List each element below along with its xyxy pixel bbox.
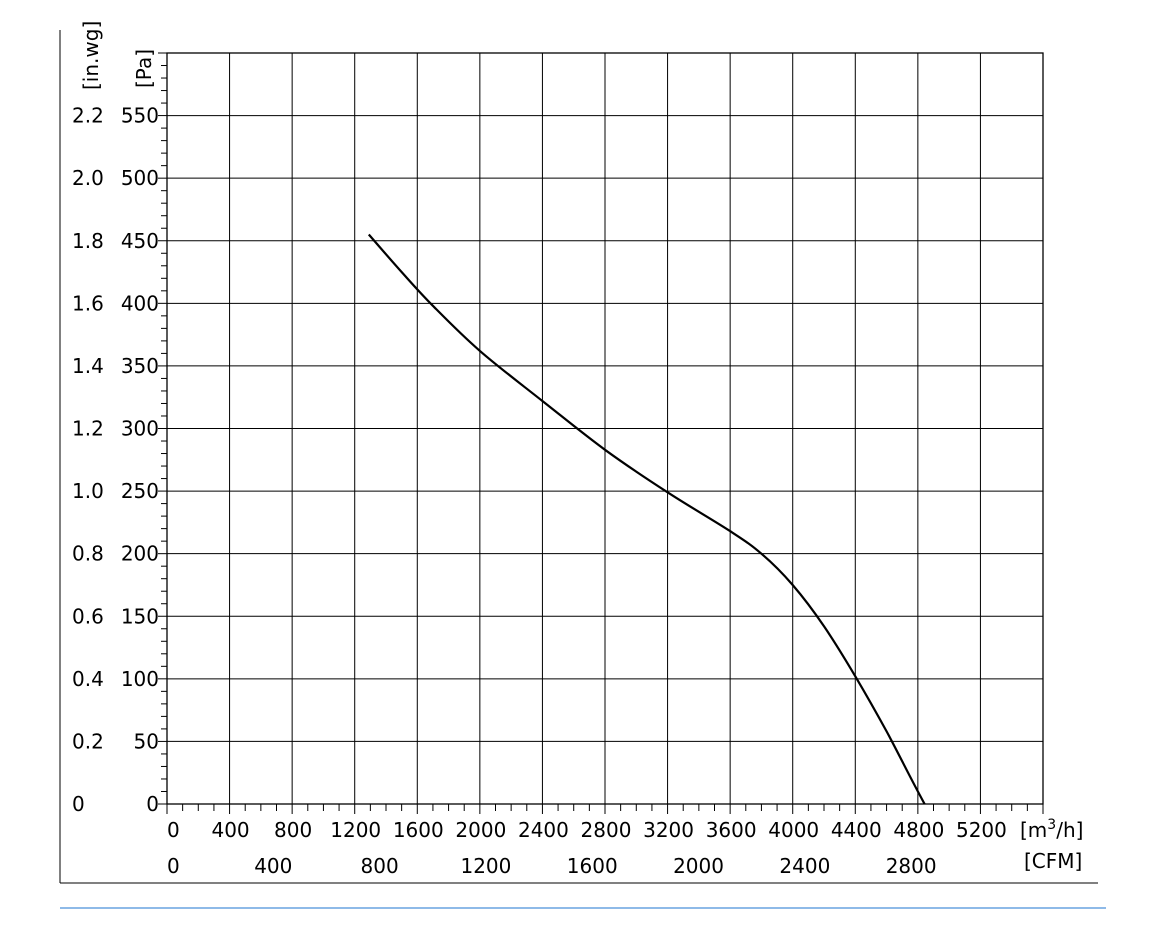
y2-tick-label-8: 1.6 [72, 291, 104, 315]
x2-tick-label-400: 400 [254, 854, 292, 878]
x-tick-label-3200: 3200 [643, 818, 694, 842]
x-tick-label-800: 800 [274, 818, 312, 842]
y2-tick-label-11: 2.2 [72, 104, 104, 128]
x2-tick-label-2800: 2800 [886, 854, 937, 878]
y-tick-label-300: 300 [121, 417, 159, 441]
y-tick-label-550: 550 [121, 104, 159, 128]
y2-tick-label-0: 0 [72, 792, 85, 816]
y2-tick-label-2: 0.4 [72, 667, 104, 691]
x-tick-label-5200: 5200 [956, 818, 1007, 842]
y2-tick-label-7: 1.4 [72, 354, 104, 378]
y-tick-label-0: 0 [146, 792, 159, 816]
axis-ticks [158, 52, 1044, 814]
x2-tick-label-2400: 2400 [779, 854, 830, 878]
x-tick-label-3600: 3600 [706, 818, 757, 842]
y2-tick-label-3: 0.6 [72, 604, 104, 628]
y-unit-label: [Pa] [132, 49, 156, 88]
x-tick-label-4400: 4400 [831, 818, 882, 842]
x-tick-label-4000: 4000 [768, 818, 819, 842]
y2-tick-label-5: 1.0 [72, 479, 104, 503]
y-tick-label-50: 50 [134, 729, 159, 753]
x-tick-label-2000: 2000 [455, 818, 506, 842]
y-tick-label-250: 250 [121, 479, 159, 503]
x-tick-label-2400: 2400 [518, 818, 569, 842]
x-tick-label-4800: 4800 [893, 818, 944, 842]
x2-tick-label-2000: 2000 [673, 854, 724, 878]
x-tick-label-0: 0 [167, 818, 180, 842]
y2-unit-label: [in.wg] [79, 21, 103, 90]
x-unit-label: [m3/h] [1020, 817, 1083, 842]
x-tick-label-1200: 1200 [330, 818, 381, 842]
y-tick-label-450: 450 [121, 229, 159, 253]
y2-tick-label-9: 1.8 [72, 229, 104, 253]
x2-tick-label-1600: 1600 [567, 854, 618, 878]
x-tick-label-2800: 2800 [581, 818, 632, 842]
series-layer [367, 233, 926, 804]
x2-tick-label-0: 0 [167, 854, 180, 878]
y-tick-label-150: 150 [121, 604, 159, 628]
plot-frame [59, 30, 1106, 909]
y-tick-label-350: 350 [121, 354, 159, 378]
y2-tick-label-10: 2.0 [72, 166, 104, 190]
series-line-0 [367, 233, 926, 804]
x2-tick-label-1200: 1200 [460, 854, 511, 878]
y-tick-label-200: 200 [121, 542, 159, 566]
x-tick-label-400: 400 [211, 818, 249, 842]
x2-unit-label: [CFM] [1024, 849, 1082, 873]
grid-lines [167, 53, 1043, 804]
axis-labels: 0 400 800 1200 1600 2000 2400 2800 3200 3600 4000 4… [72, 21, 1083, 878]
y2-tick-label-4: 0.8 [72, 542, 104, 566]
y-tick-label-100: 100 [121, 667, 159, 691]
y-tick-label-500: 500 [121, 166, 159, 190]
y2-tick-label-6: 1.2 [72, 417, 104, 441]
y2-tick-label-1: 0.2 [72, 729, 104, 753]
x2-tick-label-800: 800 [361, 854, 399, 878]
y-tick-label-400: 400 [121, 291, 159, 315]
x-tick-label-1600: 1600 [393, 818, 444, 842]
